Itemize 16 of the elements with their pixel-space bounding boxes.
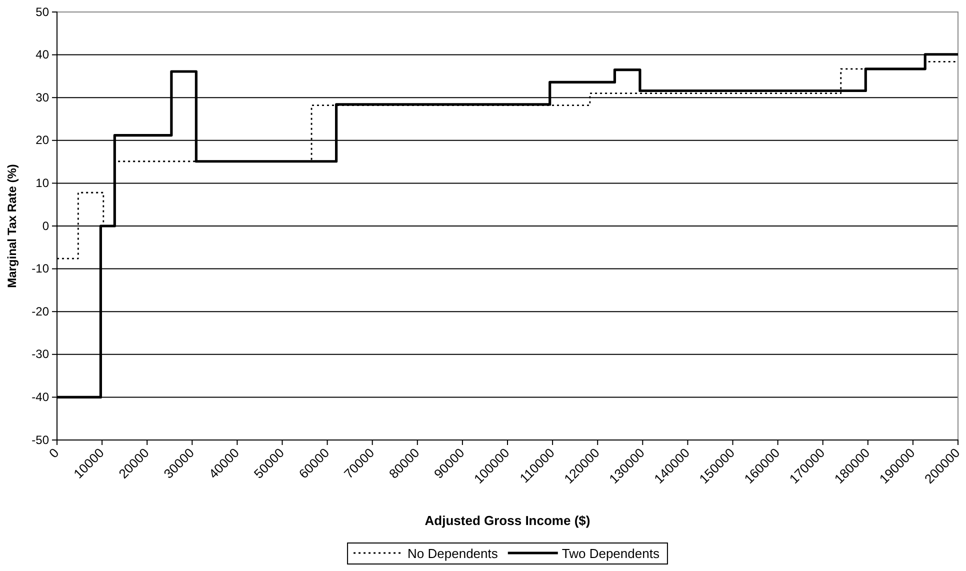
x-axis-title: Adjusted Gross Income ($) — [424, 513, 590, 528]
y-tick-label: -40 — [32, 390, 50, 404]
y-tick-label: 50 — [36, 4, 50, 19]
y-tick-label: -50 — [32, 432, 50, 447]
y-tick-label: 0 — [42, 218, 50, 233]
x-tick-label: 0 — [46, 445, 62, 461]
legend-label: Two Dependents — [562, 546, 660, 561]
y-tick-label: 10 — [36, 176, 50, 190]
y-tick-label: 30 — [36, 90, 50, 104]
y-tick-label: -20 — [32, 304, 50, 318]
y-tick-label: 20 — [36, 133, 50, 148]
y-tick-label: -30 — [32, 347, 50, 362]
y-tick-label: -10 — [32, 262, 50, 276]
legend-label: No Dependents — [408, 546, 498, 561]
y-axis-title: Marginal Tax Rate (%) — [5, 164, 19, 288]
y-tick-label: 40 — [36, 48, 50, 62]
